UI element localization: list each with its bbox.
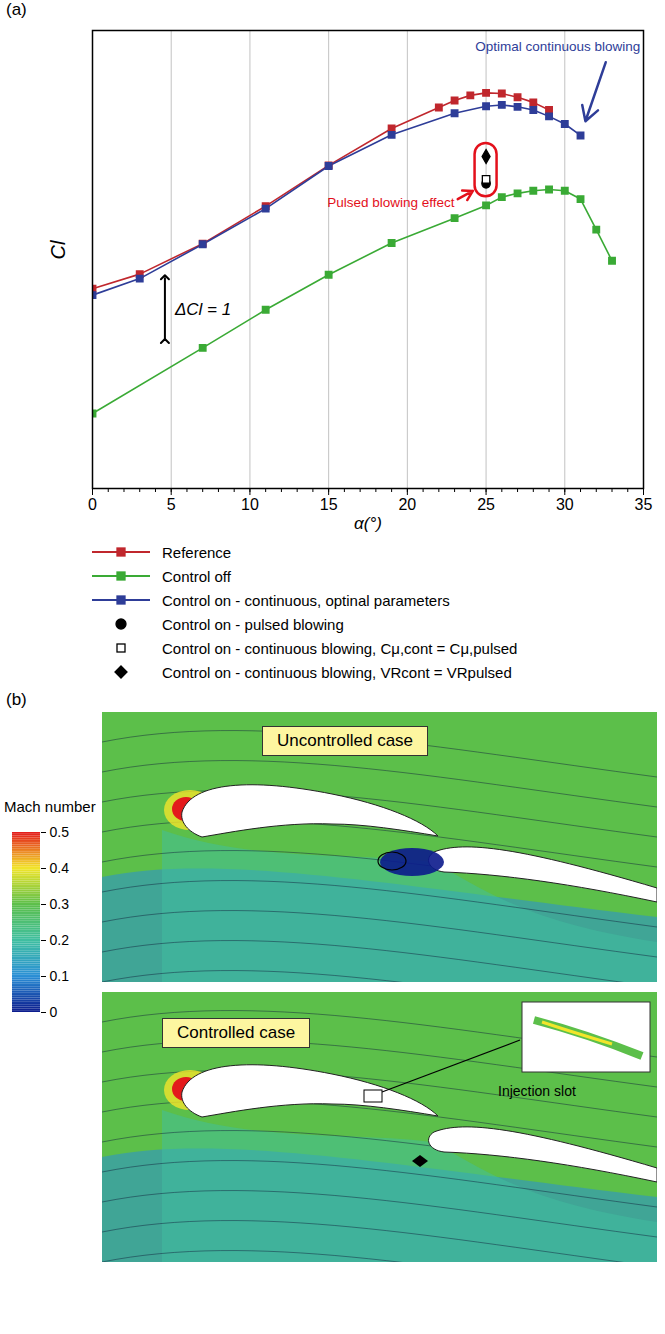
svg-text:Injection slot: Injection slot bbox=[498, 1083, 576, 1099]
svg-text:0: 0 bbox=[50, 1004, 58, 1020]
svg-text:α(°): α(°) bbox=[354, 514, 382, 533]
html-text:Control off: Control off bbox=[162, 567, 231, 585]
html-text:Control on - continuous blowin: Control on - continuous blowing, VRcont … bbox=[162, 663, 512, 681]
svg-text:ΔCl = 1: ΔCl = 1 bbox=[174, 300, 231, 319]
svg-text:0.5: 0.5 bbox=[50, 824, 70, 840]
html-text:Control on - continuous blowin: Control on - continuous blowing, Cμ,cont… bbox=[162, 639, 518, 657]
svg-text:Cl: Cl bbox=[47, 240, 69, 259]
svg-text:5: 5 bbox=[167, 496, 176, 513]
svg-text:0.4: 0.4 bbox=[50, 860, 70, 876]
svg-text:15: 15 bbox=[320, 496, 338, 513]
html-text:(a): (a) bbox=[6, 0, 27, 19]
svg-text:0.1: 0.1 bbox=[50, 968, 70, 984]
html-text:(b): (b) bbox=[6, 690, 27, 709]
svg-text:0.3: 0.3 bbox=[50, 896, 70, 912]
svg-text:20: 20 bbox=[398, 496, 416, 513]
html-text:Uncontrolled case: Uncontrolled case bbox=[277, 731, 414, 750]
svg-text:25: 25 bbox=[477, 496, 495, 513]
svg-text:Optimal continuous blowing: Optimal continuous blowing bbox=[475, 39, 640, 54]
html-text:Mach number: Mach number bbox=[4, 798, 96, 815]
html-text:Controlled case: Controlled case bbox=[177, 1023, 296, 1042]
html-text:Control on - pulsed blowing: Control on - pulsed blowing bbox=[162, 615, 344, 633]
html-text:Control on - continuous, optin: Control on - continuous, optinal paramet… bbox=[162, 591, 450, 609]
svg-text:Pulsed blowing effect: Pulsed blowing effect bbox=[327, 195, 455, 210]
svg-text:0.2: 0.2 bbox=[50, 932, 70, 948]
svg-text:30: 30 bbox=[556, 496, 574, 513]
svg-text:0: 0 bbox=[88, 496, 97, 513]
svg-text:10: 10 bbox=[241, 496, 259, 513]
html-text:Reference: Reference bbox=[162, 543, 232, 561]
svg-text:35: 35 bbox=[635, 496, 653, 513]
